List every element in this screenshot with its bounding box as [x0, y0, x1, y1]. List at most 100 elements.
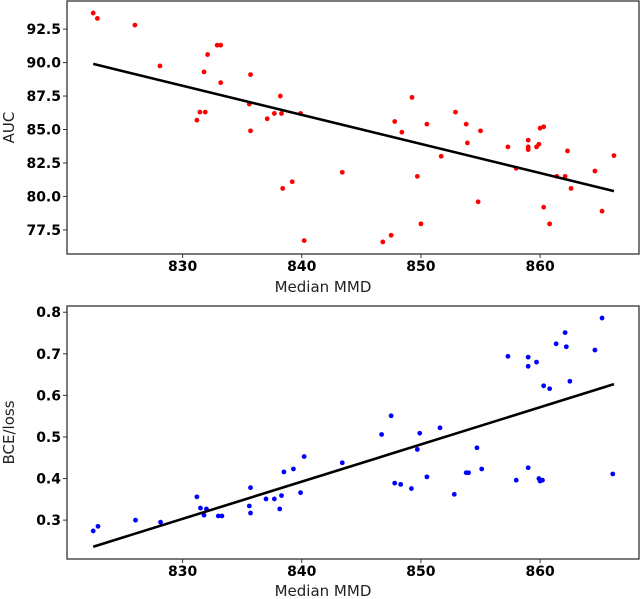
- data-point: [466, 470, 471, 476]
- data-point: [388, 413, 394, 419]
- data-point: [298, 490, 303, 496]
- y-tick-label: 82.5: [26, 156, 61, 172]
- data-point: [194, 117, 200, 123]
- data-point: [194, 494, 200, 500]
- y-tick-label: 85.0: [26, 123, 61, 139]
- x-tick-label: 850: [406, 259, 435, 275]
- data-point: [90, 10, 96, 16]
- y-tick-label: 0.7: [36, 347, 61, 363]
- data-point: [214, 42, 220, 48]
- data-point: [553, 341, 559, 347]
- data-point: [592, 347, 598, 353]
- data-point: [599, 315, 605, 321]
- x-axis-label: Median MMD: [275, 582, 372, 599]
- data-point: [380, 239, 386, 245]
- data-point: [90, 528, 96, 534]
- data-point: [201, 512, 207, 518]
- x-axis-label: Median MMD: [275, 278, 372, 296]
- regression-line: [92, 382, 615, 548]
- data-point: [218, 42, 224, 48]
- x-tick-label: 840: [287, 564, 316, 580]
- plot-frame: [66, 305, 640, 560]
- data-point: [534, 359, 539, 365]
- x-tick-label: 830: [168, 564, 197, 580]
- data-point: [540, 477, 545, 483]
- data-point: [418, 221, 424, 227]
- data-point: [219, 513, 225, 519]
- data-point: [592, 168, 598, 174]
- data-point: [95, 523, 101, 529]
- data-point: [513, 477, 519, 483]
- data-point: [271, 111, 277, 116]
- data-point: [525, 465, 531, 471]
- data-point: [198, 505, 203, 511]
- data-point: [281, 469, 287, 475]
- data-point: [541, 204, 547, 210]
- data-point: [339, 460, 345, 466]
- data-point: [264, 116, 270, 122]
- data-point: [246, 503, 252, 509]
- data-point: [291, 466, 296, 472]
- data-point: [280, 186, 286, 191]
- data-point: [218, 80, 224, 86]
- y-tick-label: 0.8: [36, 305, 61, 321]
- data-point: [248, 485, 253, 491]
- data-point: [463, 121, 469, 127]
- data-point: [505, 144, 511, 150]
- data-point: [599, 208, 605, 214]
- data-point: [541, 124, 547, 130]
- data-point: [478, 128, 483, 134]
- data-point: [279, 111, 284, 116]
- data-point: [289, 179, 295, 185]
- data-point: [568, 186, 574, 191]
- data-point: [392, 119, 398, 124]
- data-point: [414, 447, 420, 452]
- data-point: [536, 141, 542, 147]
- data-point: [392, 480, 398, 486]
- data-point: [437, 425, 443, 431]
- data-point: [611, 153, 617, 159]
- data-point: [465, 140, 470, 146]
- data-point: [339, 169, 345, 175]
- data-point: [417, 430, 423, 436]
- data-point: [133, 517, 138, 523]
- regression-line: [92, 62, 615, 193]
- data-point: [248, 128, 253, 134]
- data-point: [132, 22, 138, 28]
- data-point: [197, 109, 203, 115]
- data-point: [409, 94, 415, 100]
- x-tick-label: 860: [525, 564, 554, 580]
- data-point: [408, 486, 414, 491]
- data-point: [563, 344, 569, 350]
- auc-plot: 830 840 850 860 77.5 80.0 82.5 85.0 87.5 90.0 92.5…: [0, 0, 640, 296]
- y-tick-label: 0.4: [36, 472, 61, 488]
- data-point: [277, 93, 283, 99]
- y-tick-label: 80.0: [26, 189, 61, 205]
- data-point: [547, 221, 553, 227]
- data-point: [525, 354, 531, 360]
- data-point: [505, 353, 511, 359]
- data-point: [610, 471, 616, 477]
- data-point: [525, 137, 531, 143]
- y-tick-label: 90.0: [26, 56, 61, 72]
- data-point: [157, 63, 163, 69]
- plot-frame: [66, 0, 640, 255]
- data-point: [398, 481, 404, 487]
- data-point: [202, 109, 208, 115]
- data-point: [424, 121, 430, 127]
- data-point: [301, 454, 307, 459]
- data-point: [525, 363, 531, 369]
- data-point: [277, 506, 283, 512]
- data-point: [399, 129, 405, 135]
- y-axis-label: AUC: [0, 112, 18, 144]
- y-axis-label: BCE/loss: [0, 400, 18, 464]
- data-point: [424, 474, 430, 480]
- data-point: [301, 238, 307, 244]
- data-point: [248, 72, 253, 78]
- data-point: [547, 386, 553, 392]
- bce-loss-plot: 830 840 850 860 0.3 0.4 0.5 0.6 0.7 0.8 Median MMD…: [0, 305, 640, 599]
- data-point: [271, 496, 277, 502]
- data-point: [279, 493, 284, 498]
- data-point: [414, 173, 420, 179]
